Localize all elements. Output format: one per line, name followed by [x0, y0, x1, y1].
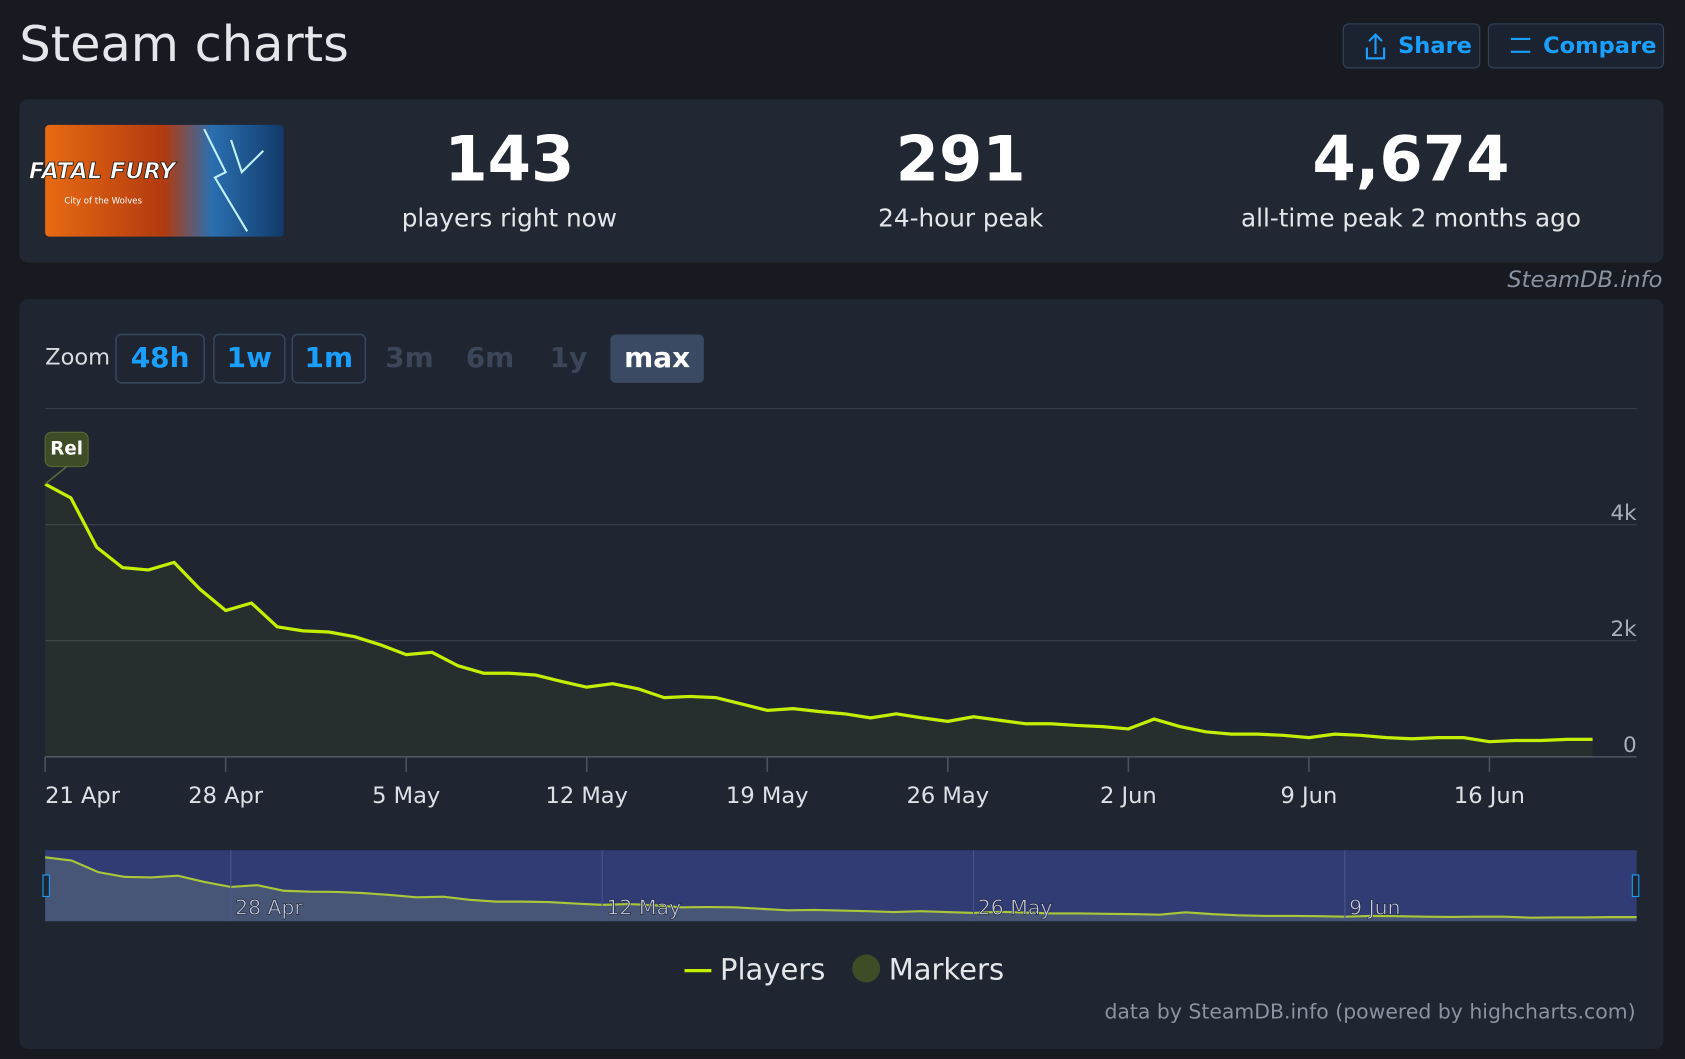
x-tick-label: 5 May — [372, 783, 440, 809]
zoom-button-label: 1m — [305, 341, 354, 374]
x-tick-label: 26 May — [907, 783, 989, 809]
image-subtitle: City of the Wolves — [64, 197, 142, 207]
x-tick-label: 21 Apr — [45, 783, 121, 809]
page-title: Steam charts — [19, 15, 349, 73]
navigator-label: 9 Jun — [1349, 895, 1400, 919]
image-background — [45, 124, 284, 237]
x-tick-label: 12 May — [545, 783, 627, 809]
navigator-line — [45, 856, 1637, 919]
zoom-button-frame — [115, 333, 205, 384]
zoom-button[interactable]: max — [610, 334, 704, 383]
zoom-button-frame — [291, 333, 367, 384]
credits[interactable]: data by SteamDB.info (powered by highcha… — [1104, 1000, 1635, 1024]
players-area — [45, 484, 1593, 757]
zoom-button[interactable]: 1w — [213, 333, 286, 384]
stat-value: 4,674 — [1312, 123, 1509, 196]
button-label: Compare — [1543, 33, 1656, 59]
legend-label: Players — [720, 953, 825, 987]
legend-item[interactable]: Markers — [852, 953, 1004, 987]
zoom-button-label: 3m — [385, 341, 434, 374]
zoom-button-label: max — [624, 341, 690, 374]
navigator-handle[interactable] — [1631, 874, 1640, 898]
chart: 0 2k 4k 21 Apr 28 Apr 5 May 12 May 19 May 26 May… — [42, 408, 1640, 1024]
navigator-label: 12 May — [606, 895, 681, 919]
share-button[interactable]: Share — [1342, 23, 1481, 69]
button-label: Share — [1398, 33, 1472, 59]
zoom-button-frame — [610, 334, 704, 383]
x-tick-label: 19 May — [726, 783, 808, 809]
button-frame — [1342, 23, 1481, 69]
zoom-button[interactable]: 1m — [291, 333, 367, 384]
zoom-buttons: 48h 1w 1m 3m 6m 1y max — [115, 333, 704, 384]
share-icon — [1365, 33, 1386, 60]
marker-connector — [44, 466, 68, 485]
stats: 143 players right now 291 24-hour peak 4,674… — [402, 123, 1581, 233]
stat-value: 143 — [444, 123, 574, 196]
x-tick-label: 16 Jun — [1454, 783, 1525, 809]
x-tick-label: 9 Jun — [1281, 783, 1338, 809]
zoom-label: Zoom — [45, 345, 110, 371]
navigator-handle[interactable] — [42, 874, 50, 898]
image-lightning — [203, 128, 265, 232]
zoom-button[interactable]: 6m — [466, 341, 515, 374]
image-title: FATAL FURY — [29, 159, 178, 185]
button-frame — [1487, 23, 1665, 69]
zoom-button-label: 1y — [550, 341, 588, 374]
stat-label: all-time peak 2 months ago — [1241, 203, 1581, 232]
players-line — [44, 482, 1593, 744]
y-tick-label: 2k — [1611, 617, 1638, 642]
zoom-button-frame — [213, 333, 286, 384]
game-image: FATAL FURY City of the Wolves — [28, 124, 284, 237]
legend-label: Markers — [889, 953, 1004, 987]
zoom-button[interactable]: 1y — [550, 341, 588, 374]
zoom-button-label: 6m — [466, 341, 515, 374]
zoom-button-label: 48h — [131, 341, 190, 374]
x-tick-label: 2 Jun — [1100, 783, 1157, 809]
compare-icon — [1510, 37, 1531, 53]
zoom-button[interactable]: 48h — [115, 333, 205, 384]
legend: Players Markers — [684, 953, 1004, 987]
stat-label: players right now — [402, 203, 617, 232]
y-tick-label: 0 — [1623, 733, 1637, 758]
marker-flag — [44, 431, 89, 468]
stat-value: 291 — [896, 123, 1026, 196]
navigator-label: 28 Apr — [235, 895, 303, 919]
navigator-area — [45, 857, 1637, 922]
x-tick-label: 28 Apr — [188, 783, 264, 809]
stats-panel — [19, 99, 1664, 263]
watermark: SteamDB.info — [1507, 267, 1662, 293]
legend-item[interactable]: Players — [684, 953, 826, 987]
stat-label: 24-hour peak — [878, 203, 1044, 232]
zoom-button-label: 1w — [227, 341, 272, 374]
compare-button[interactable]: Compare — [1487, 23, 1665, 69]
legend-swatch — [852, 954, 881, 983]
zoom-button[interactable]: 3m — [385, 341, 434, 374]
marker-label: Rel — [50, 438, 83, 459]
navigator-label: 26 May — [978, 895, 1053, 919]
y-tick-label: 4k — [1611, 501, 1638, 526]
